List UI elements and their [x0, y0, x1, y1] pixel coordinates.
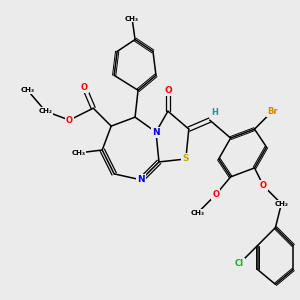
Text: CH₃: CH₃	[21, 87, 34, 93]
Text: N: N	[152, 128, 160, 136]
Text: CH₂: CH₂	[274, 201, 288, 207]
Text: Br: Br	[267, 107, 278, 116]
Text: O: O	[212, 190, 219, 199]
Text: CH₃: CH₃	[71, 150, 85, 156]
Text: N: N	[137, 176, 145, 184]
Text: H: H	[211, 108, 217, 117]
Text: S: S	[183, 154, 189, 164]
Text: O: O	[164, 86, 172, 95]
Text: O: O	[66, 116, 73, 124]
Text: CH₂: CH₂	[38, 108, 52, 114]
Text: O: O	[260, 181, 267, 190]
Text: Cl: Cl	[235, 259, 244, 268]
Text: CH₃: CH₃	[191, 210, 205, 216]
Text: CH₃: CH₃	[125, 16, 139, 22]
Text: O: O	[81, 83, 88, 92]
